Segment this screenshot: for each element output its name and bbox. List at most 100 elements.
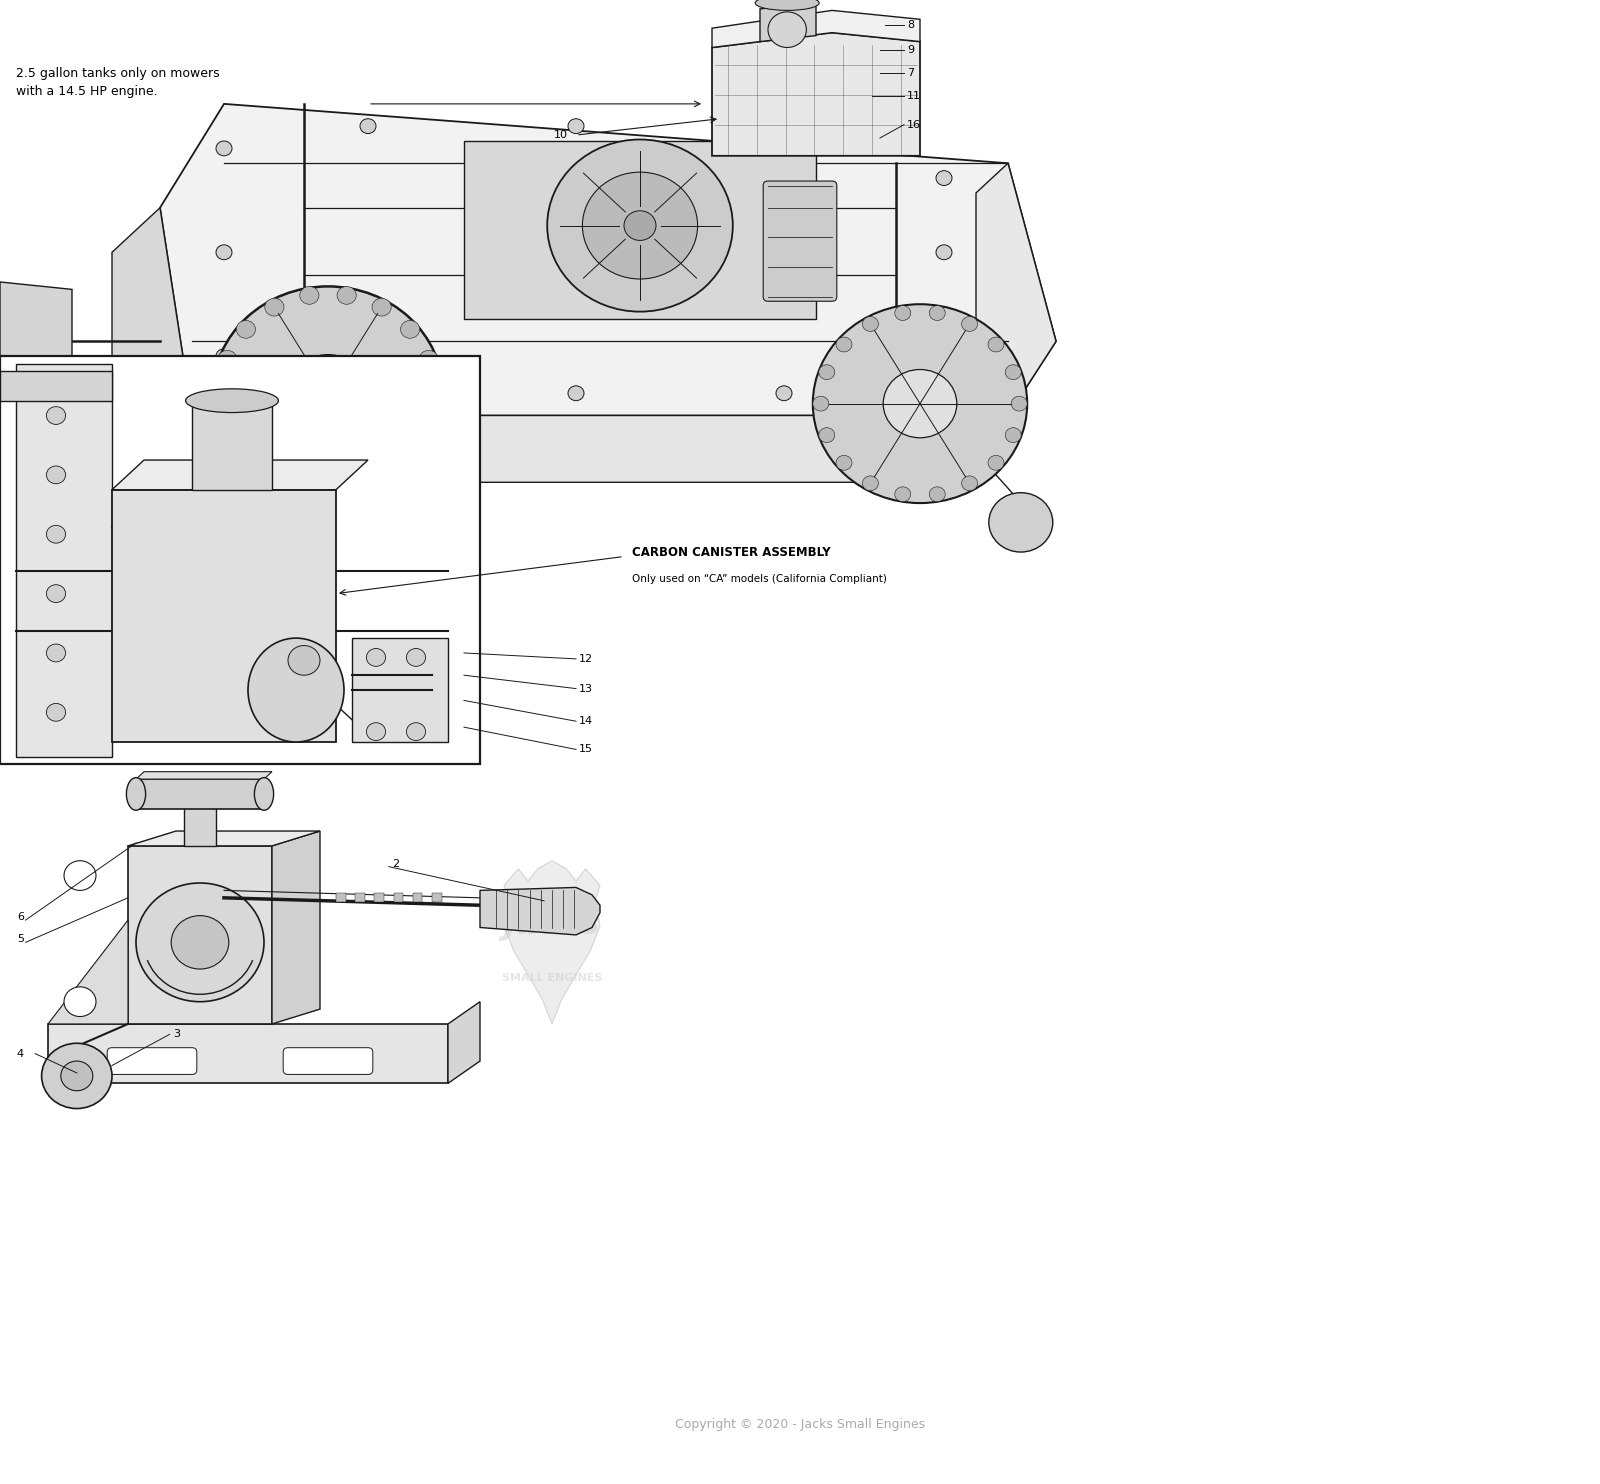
Text: 6: 6 (18, 913, 24, 922)
Text: SMALL ENGINES: SMALL ENGINES (502, 974, 602, 982)
Ellipse shape (186, 389, 278, 413)
Circle shape (776, 126, 792, 141)
Circle shape (237, 448, 256, 466)
Polygon shape (394, 893, 403, 902)
Circle shape (338, 482, 357, 500)
Polygon shape (128, 846, 272, 1024)
Text: 15: 15 (579, 745, 594, 754)
Circle shape (962, 476, 978, 491)
Circle shape (64, 861, 96, 890)
Circle shape (426, 384, 445, 402)
Polygon shape (464, 141, 816, 319)
Circle shape (568, 119, 584, 134)
Circle shape (768, 12, 806, 47)
Circle shape (582, 172, 698, 279)
Circle shape (862, 316, 878, 331)
Polygon shape (480, 887, 600, 935)
Circle shape (371, 470, 390, 488)
Text: 12: 12 (579, 654, 594, 663)
Polygon shape (413, 893, 422, 902)
Circle shape (299, 286, 318, 304)
Circle shape (299, 482, 318, 500)
Polygon shape (355, 893, 365, 902)
Circle shape (547, 139, 733, 312)
FancyBboxPatch shape (0, 356, 480, 764)
Circle shape (419, 418, 438, 436)
Circle shape (286, 355, 370, 432)
Circle shape (218, 350, 237, 368)
Circle shape (216, 245, 232, 260)
Polygon shape (976, 163, 1056, 453)
Polygon shape (184, 801, 216, 846)
Circle shape (264, 470, 283, 488)
Polygon shape (128, 831, 320, 846)
Circle shape (400, 321, 419, 338)
Circle shape (406, 649, 426, 666)
Circle shape (264, 298, 285, 316)
Circle shape (667, 211, 677, 220)
Circle shape (46, 466, 66, 484)
Circle shape (624, 211, 656, 240)
Circle shape (862, 476, 878, 491)
Text: 16: 16 (907, 120, 922, 129)
Circle shape (371, 298, 390, 316)
Circle shape (987, 337, 1003, 352)
Circle shape (46, 407, 66, 424)
Circle shape (366, 649, 386, 666)
Circle shape (213, 286, 443, 500)
Ellipse shape (248, 638, 344, 742)
Circle shape (619, 211, 629, 220)
Polygon shape (352, 638, 448, 742)
Circle shape (568, 386, 584, 401)
Circle shape (61, 1061, 93, 1091)
Polygon shape (0, 371, 112, 401)
Polygon shape (160, 416, 1008, 482)
Circle shape (419, 350, 438, 368)
Text: 14: 14 (579, 717, 594, 726)
Circle shape (894, 487, 910, 502)
Ellipse shape (126, 778, 146, 810)
Text: 5: 5 (18, 935, 24, 944)
Polygon shape (448, 1002, 480, 1083)
Circle shape (936, 349, 952, 364)
Text: 2.5 gallon tanks only on mowers
with a 14.5 HP engine.: 2.5 gallon tanks only on mowers with a 1… (16, 67, 219, 98)
Text: 10: 10 (554, 131, 568, 139)
Circle shape (360, 119, 376, 134)
Text: 8: 8 (907, 21, 914, 30)
Circle shape (406, 723, 426, 741)
Polygon shape (112, 460, 368, 490)
Circle shape (218, 418, 237, 436)
Circle shape (930, 487, 946, 502)
Polygon shape (760, 3, 816, 42)
Polygon shape (112, 208, 192, 482)
Polygon shape (136, 779, 264, 809)
FancyBboxPatch shape (283, 1048, 373, 1074)
Text: 7: 7 (907, 68, 914, 77)
Circle shape (936, 245, 952, 260)
Ellipse shape (254, 778, 274, 810)
Circle shape (216, 349, 232, 364)
Circle shape (936, 171, 952, 186)
Circle shape (46, 525, 66, 543)
FancyBboxPatch shape (763, 181, 837, 301)
Text: 3: 3 (173, 1030, 179, 1039)
Circle shape (962, 316, 978, 331)
Polygon shape (712, 10, 920, 47)
Text: Jacks: Jacks (504, 908, 600, 941)
Polygon shape (272, 831, 320, 1024)
Circle shape (1005, 365, 1021, 380)
Circle shape (125, 494, 195, 559)
Circle shape (883, 370, 957, 438)
Circle shape (776, 386, 792, 401)
Text: 4: 4 (16, 1049, 22, 1058)
Circle shape (216, 141, 232, 156)
Polygon shape (504, 861, 600, 1024)
Text: 9: 9 (907, 46, 914, 55)
Text: 11: 11 (907, 92, 922, 101)
Circle shape (46, 585, 66, 603)
Circle shape (619, 242, 629, 251)
Circle shape (237, 321, 256, 338)
Circle shape (813, 304, 1027, 503)
Text: 13: 13 (579, 684, 594, 693)
Ellipse shape (755, 0, 819, 10)
